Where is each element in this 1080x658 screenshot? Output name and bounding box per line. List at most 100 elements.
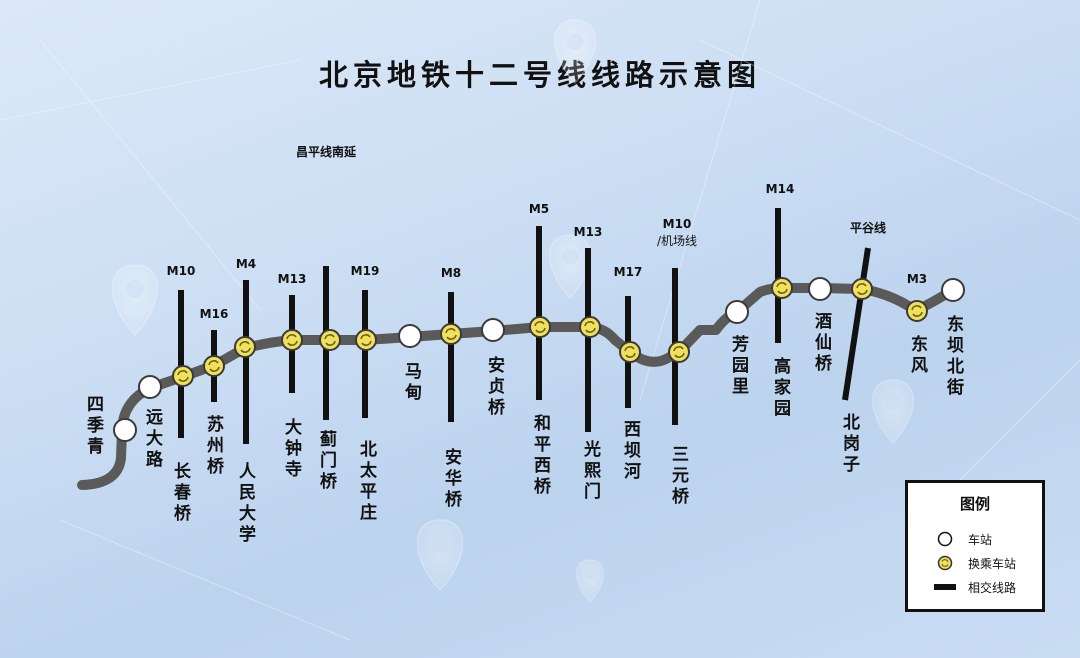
transfer-station-san-yuan-qiao[interactable] (668, 341, 690, 363)
transfer-station-he-ping-xi-qiao[interactable] (529, 316, 551, 338)
station-name: 安贞桥 (484, 356, 504, 419)
pin-icon (872, 379, 914, 444)
station-name: 和平西桥 (530, 414, 550, 498)
station-label: 长春桥 (170, 462, 190, 525)
line-label: M5 (529, 202, 549, 216)
station-an-zhen-qiao[interactable] (481, 318, 505, 342)
station-name: 东坝北街 (943, 315, 963, 399)
network-line (639, 0, 761, 401)
intersect-line-bei-gang-zi (842, 247, 871, 401)
transfer-arrows-icon (911, 305, 923, 317)
station-label: 北太平庄 (356, 440, 376, 524)
station-name: 苏州桥 (203, 415, 223, 478)
station-ma-dian[interactable] (398, 324, 422, 348)
station-name: 北太平庄 (356, 440, 376, 524)
legend-item-station: 车站 (934, 529, 992, 549)
station-name: 北岗子 (839, 413, 859, 476)
line-label: M13 (574, 225, 603, 239)
legend-intersect-label: 相交线路 (968, 580, 1017, 595)
station-name: 三元桥 (668, 445, 688, 508)
legend-station-label: 车站 (968, 532, 993, 547)
station-label: 远大路 (142, 408, 162, 471)
legend-item-intersect: 相交线路 (934, 577, 1016, 597)
pin-icon (111, 264, 159, 337)
station-name: 西坝河 (620, 420, 640, 483)
station-name: 蓟门桥 (316, 430, 336, 493)
transfer-station-bei-gang-zi[interactable] (851, 278, 873, 300)
pin-icon (416, 519, 464, 592)
transfer-arrows-icon (360, 334, 372, 346)
station-label: 蓟门桥 (316, 430, 336, 493)
network-line (39, 39, 261, 311)
transfer-station-da-zhong-si[interactable] (281, 329, 303, 351)
pin-icon (576, 559, 604, 603)
transfer-arrows-icon (856, 283, 868, 295)
station-yuan-da-lu[interactable] (138, 375, 162, 399)
station-jiu-xian-qiao[interactable] (808, 277, 832, 301)
network-line (59, 519, 351, 641)
station-label: 大钟寺 (281, 418, 301, 481)
transfer-arrows-icon (776, 282, 788, 294)
transfer-station-ren-min-da-xue[interactable] (234, 336, 256, 358)
transfer-station-bei-tai-ping-zhuang[interactable] (355, 329, 377, 351)
line-label: M13 (278, 272, 307, 286)
station-label: 西坝河 (620, 420, 640, 483)
station-label: 北岗子 (839, 413, 859, 476)
station-si-ji-qing[interactable] (113, 418, 137, 442)
transfer-station-guang-xi-men[interactable] (579, 316, 601, 338)
network-line (699, 39, 1080, 221)
transfer-station-dong-feng[interactable] (906, 300, 928, 322)
network-line (0, 59, 301, 121)
line-label: M10 (167, 264, 196, 278)
transfer-station-xi-ba-he[interactable] (619, 341, 641, 363)
station-fang-yuan-li[interactable] (725, 300, 749, 324)
station-name: 四季青 (83, 395, 103, 458)
line-label: M3 (907, 272, 927, 286)
station-label: 芳园里 (728, 335, 748, 398)
station-label: 高家园 (770, 357, 790, 420)
transfer-arrows-icon (208, 360, 220, 372)
station-dong-ba-bei-jie[interactable] (941, 278, 965, 302)
station-name: 安华桥 (441, 448, 461, 511)
station-name: 大钟寺 (281, 418, 301, 481)
station-name: 芳园里 (728, 335, 748, 398)
transfer-station-ji-men-qiao[interactable] (319, 329, 341, 351)
transfer-marker-icon (937, 555, 953, 571)
station-name: 人民大学 (235, 462, 255, 546)
station-label: 三元桥 (668, 445, 688, 508)
station-label: 东风 (907, 335, 927, 377)
pin-icon (549, 234, 591, 299)
legend-title: 图例 (959, 495, 990, 513)
station-name: 东风 (907, 335, 927, 377)
line-label: M16 (200, 307, 229, 321)
transfer-arrows-icon (445, 328, 457, 340)
legend-item-transfer: 换乘车站 (934, 553, 1016, 573)
transfer-arrows-icon (534, 321, 546, 333)
line-label: M19 (351, 264, 380, 278)
intersecting-lines (178, 208, 871, 444)
transfer-arrows-icon (177, 370, 189, 382)
station-marker-icon (937, 531, 953, 547)
transfer-station-gao-jia-yuan[interactable] (771, 277, 793, 299)
station-label: 安贞桥 (484, 356, 504, 419)
transfer-station-chang-chun-qiao[interactable] (172, 365, 194, 387)
line-label: M17 (614, 265, 643, 279)
transfer-station-an-hua-qiao[interactable] (440, 323, 462, 345)
legend-box: 图例 车站 换乘车站 相交线路 (905, 480, 1045, 612)
transfer-arrows-icon (624, 346, 636, 358)
station-name: 酒仙桥 (811, 312, 831, 375)
station-name: 光熙门 (580, 440, 600, 503)
transfer-arrows-icon (286, 334, 298, 346)
station-name: 高家园 (770, 357, 790, 420)
station-label: 酒仙桥 (811, 312, 831, 375)
station-label: 东坝北街 (943, 315, 963, 399)
transfer-station-su-zhou-qiao[interactable] (203, 355, 225, 377)
intersect-line-icon (934, 584, 956, 590)
station-label: 苏州桥 (203, 415, 223, 478)
transfer-arrows-icon (324, 334, 336, 346)
line-label: M14 (766, 182, 795, 196)
line-label: 平谷线 (850, 220, 886, 235)
